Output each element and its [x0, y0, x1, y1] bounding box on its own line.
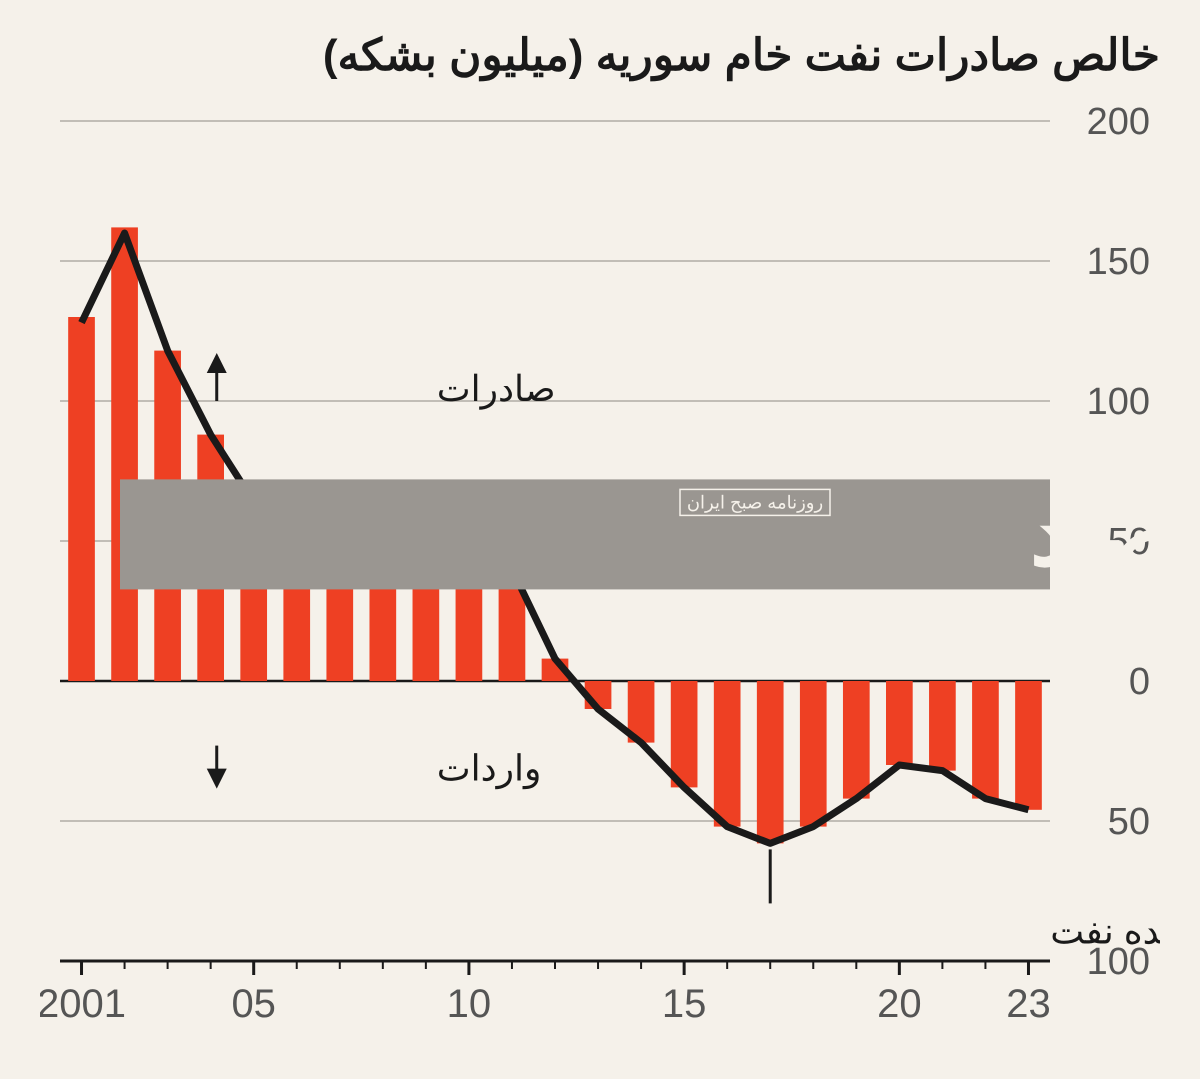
y-tick-label: 50	[1108, 801, 1150, 843]
x-tick-label: 23	[1006, 982, 1051, 1026]
watermark-sub: روزنامه صبح ایران	[687, 492, 823, 513]
importer-annotation: تبدیل شدن سوریه به واردکننده نفت	[1050, 910, 1160, 952]
plot-area: 2001051015202320015010050050100صادراتوار…	[40, 101, 1160, 1041]
bar	[886, 681, 913, 765]
arrow-up-icon	[207, 353, 227, 373]
x-tick-label: 10	[447, 982, 492, 1026]
watermark-main: دنیای اقتصاد	[1030, 484, 1160, 584]
x-tick-label: 15	[662, 982, 707, 1026]
x-tick-label: 20	[877, 982, 922, 1026]
bar	[929, 681, 956, 771]
arrow-down-icon	[207, 769, 227, 789]
bar	[111, 227, 138, 681]
y-tick-label: 100	[1087, 381, 1150, 423]
chart-title: خالص صادرات نفت خام سوریه (میلیون بشکه)	[40, 30, 1160, 81]
bar	[972, 681, 999, 799]
bar	[1015, 681, 1042, 810]
y-tick-label: 150	[1087, 241, 1150, 283]
bar	[800, 681, 827, 827]
bar	[843, 681, 870, 799]
bar	[714, 681, 741, 827]
y-tick-label: 0	[1129, 661, 1150, 703]
bar	[671, 681, 698, 787]
x-tick-label: 2001	[40, 982, 126, 1026]
imports-label: واردات	[437, 748, 542, 790]
exports-label: صادرات	[437, 368, 556, 410]
x-tick-label: 05	[231, 982, 276, 1026]
bar	[68, 317, 95, 681]
bar	[757, 681, 784, 843]
y-tick-label: 200	[1087, 101, 1150, 143]
watermark-band	[120, 479, 1050, 589]
